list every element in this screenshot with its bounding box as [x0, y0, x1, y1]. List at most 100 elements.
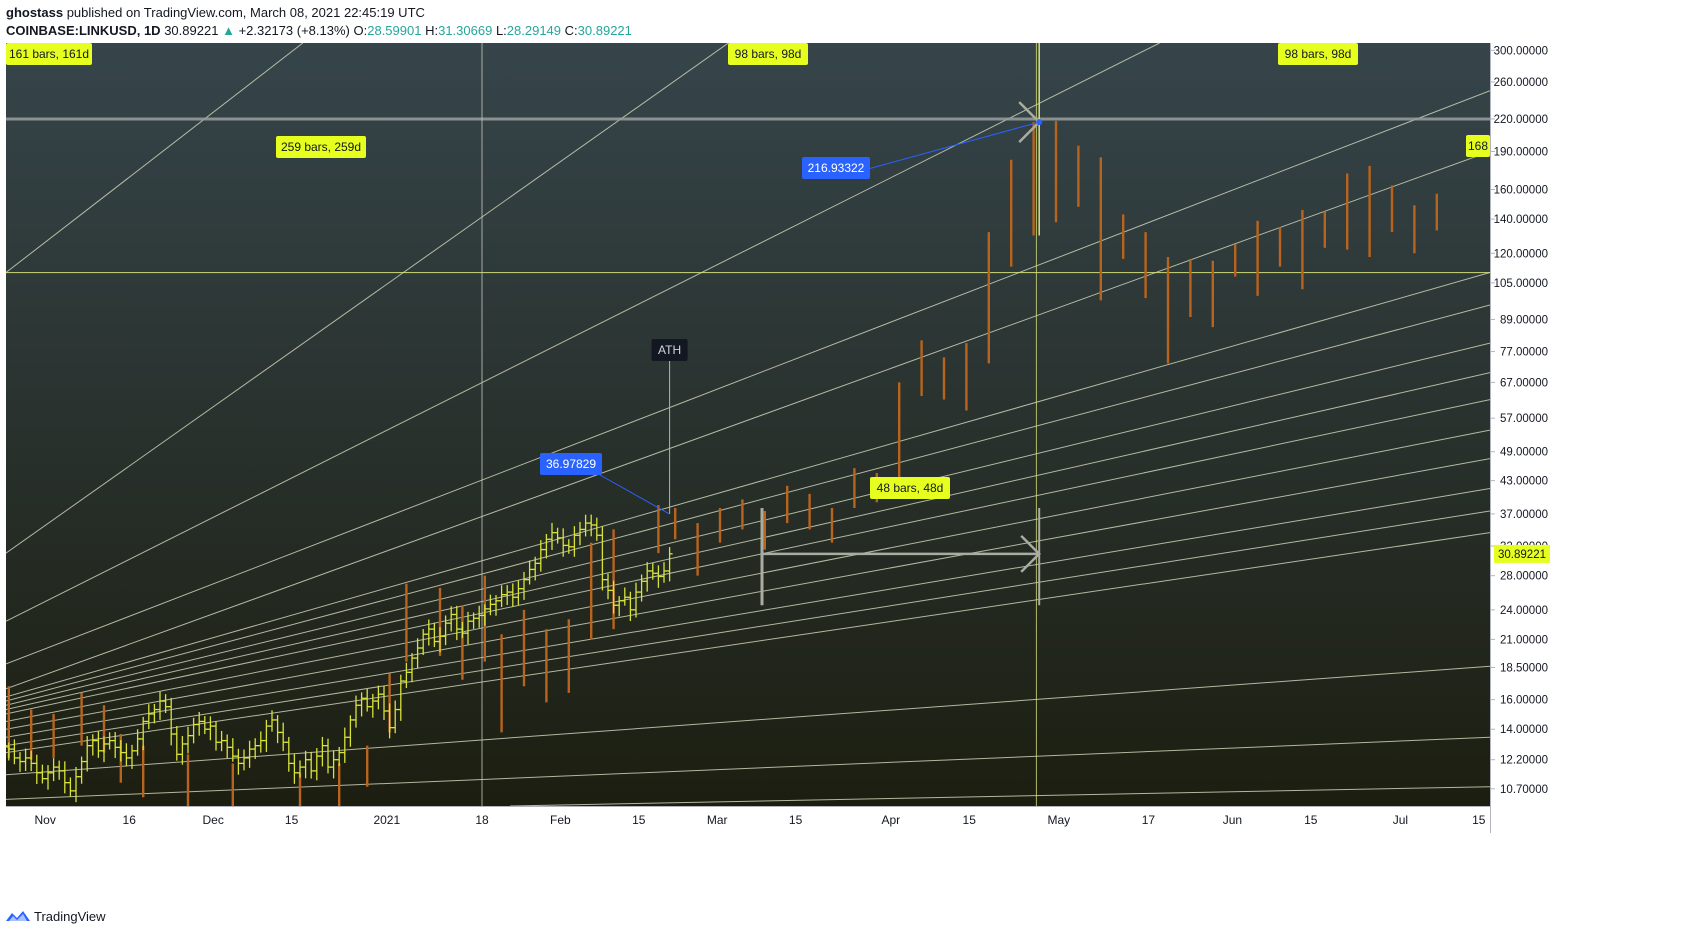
publish-line: ghostass published on TradingView.com, M… — [6, 4, 1680, 22]
ohlc-bar-81 — [459, 621, 466, 639]
ath-tag-text: ATH — [658, 343, 681, 357]
current-price-tag: 30.89221 — [1494, 544, 1550, 563]
ohlc-bar-82 — [465, 611, 471, 645]
ohlc-bar-91 — [515, 580, 522, 605]
time-tick-label: 18 — [475, 813, 489, 827]
ohlc-bar-47 — [269, 710, 275, 732]
price-axis-ticks: 300.00000 260.00000 220.00000 190.00000 160.… — [1490, 45, 1550, 796]
ohlc-bar-13 — [78, 756, 85, 784]
ohlc-bar-99 — [560, 528, 567, 557]
ohlc-bar-72 — [409, 653, 415, 683]
ohlc-bar-114 — [644, 562, 651, 592]
ohlc-bar-102 — [577, 521, 583, 546]
price-tick-label: 160.00000 — [1494, 185, 1548, 197]
ohlc-bar-112 — [633, 582, 639, 618]
price-tick-label: 67.00000 — [1500, 377, 1548, 389]
high-label: H: — [425, 23, 439, 38]
price-tick-label: 220.00000 — [1494, 114, 1548, 126]
plot-background — [6, 43, 1490, 806]
ohlc-bar-108 — [610, 580, 617, 614]
fan-line-0 — [6, 43, 304, 273]
author-name[interactable]: ghostass — [6, 5, 64, 20]
ohlc-bar-85 — [481, 604, 488, 626]
ohlc-bar-38 — [218, 730, 225, 752]
ohlc-bar-30 — [173, 726, 180, 761]
price-tick-label: 18.50000 — [1500, 662, 1548, 674]
price-change: +2.32173 (+8.13%) — [238, 23, 350, 38]
time-tick-label: 15 — [1472, 813, 1486, 827]
price-tick-label: 89.00000 — [1500, 314, 1548, 326]
time-axis[interactable] — [6, 806, 1490, 833]
fan-line-5 — [6, 272, 1490, 698]
fan-line-17 — [509, 786, 1490, 806]
ohlc-bar-28 — [162, 694, 169, 713]
bars-label-48-bg — [870, 477, 950, 499]
ohlc-bar-26 — [151, 704, 158, 724]
ohlc-bar-118 — [666, 547, 673, 582]
ohlc-bar-63 — [358, 692, 365, 717]
time-tick-label: 2021 — [373, 813, 400, 827]
ohlc-bar-2 — [17, 752, 23, 772]
price-chart[interactable]: 161 bars, 161d 98 bars, 98d 259 bars, 259d… — [6, 43, 1680, 898]
ohlc-bar-25 — [145, 704, 152, 730]
ohlc-bar-97 — [549, 522, 555, 550]
time-tick-label: 15 — [632, 813, 646, 827]
ohlc-bar-0 — [6, 742, 12, 761]
ohlc-bar-73 — [414, 638, 421, 669]
ohlc-bar-35 — [201, 716, 208, 735]
ohlc-bar-107 — [605, 573, 611, 600]
ohlc-bar-40 — [229, 738, 236, 762]
low-value: 28.29149 — [506, 23, 562, 38]
time-tick-label: Apr — [881, 813, 900, 827]
ath-tag: ATH — [651, 339, 688, 361]
ohlc-bar-34 — [196, 711, 203, 736]
chart-header: ghostass published on TradingView.com, M… — [6, 4, 1680, 40]
ohlc-bar-116 — [655, 565, 662, 588]
tradingview-logo-icon[interactable] — [6, 909, 30, 923]
ohlc-bar-53 — [302, 750, 309, 779]
ohlc-bar-52 — [297, 760, 303, 778]
ohlc-bar-3 — [22, 748, 29, 771]
fan-line-7 — [6, 342, 1490, 706]
ohlc-bar-60 — [341, 727, 348, 763]
high-value: 31.30669 — [438, 23, 493, 38]
fan-line-1 — [6, 43, 729, 554]
footer-brand[interactable]: TradingView — [34, 909, 106, 924]
ohlc-bar-93 — [526, 560, 533, 585]
ohlc-bar-69 — [392, 700, 399, 734]
time-tick-label: May — [1047, 813, 1070, 827]
ohlc-bar-4 — [28, 750, 35, 772]
bars-label-259-text: 259 bars, 259d — [281, 140, 361, 154]
ohlc-bar-88 — [498, 585, 505, 608]
fan-line-14 — [6, 532, 1490, 754]
ohlc-bar-109 — [616, 596, 623, 617]
ohlc-bar-59 — [336, 746, 343, 767]
close-value: 30.89221 — [577, 23, 632, 38]
current-price-text: 30.89221 — [1498, 549, 1546, 561]
price-label-1-pointer — [599, 474, 670, 515]
ath-point — [1036, 119, 1043, 126]
bars-label-98-left-text: 98 bars, 98d — [735, 47, 802, 61]
low-label: L: — [495, 23, 507, 38]
ohlc-bar-86 — [487, 594, 494, 616]
ohlc-bar-43 — [246, 740, 253, 768]
price-label-2-pointer — [867, 121, 1040, 170]
ohlc-bar-62 — [353, 695, 359, 728]
ohlc-bar-22 — [129, 744, 135, 769]
price-tick-label: 49.00000 — [1500, 447, 1548, 459]
price-axis[interactable] — [1490, 43, 1680, 833]
bars-label-98-right: 98 bars, 98d — [1278, 43, 1358, 65]
fan-line-13 — [6, 510, 1490, 747]
bars-label-168: 168 — [1466, 135, 1490, 157]
ohlc-bar-54 — [308, 751, 315, 779]
ohlc-bar-74 — [420, 629, 427, 656]
ohlc-bar-49 — [280, 722, 287, 752]
fan-line-2 — [6, 43, 1160, 622]
ohlc-bar-16 — [95, 731, 102, 758]
ohlc-bar-7 — [45, 765, 51, 790]
price-tick-label: 10.70000 — [1500, 784, 1548, 796]
price-tick-label: 190.00000 — [1494, 146, 1548, 158]
ohlc-bar-94 — [532, 556, 539, 581]
price-tick-label: 77.00000 — [1500, 347, 1548, 359]
price-tick-label: 21.00000 — [1500, 634, 1548, 646]
